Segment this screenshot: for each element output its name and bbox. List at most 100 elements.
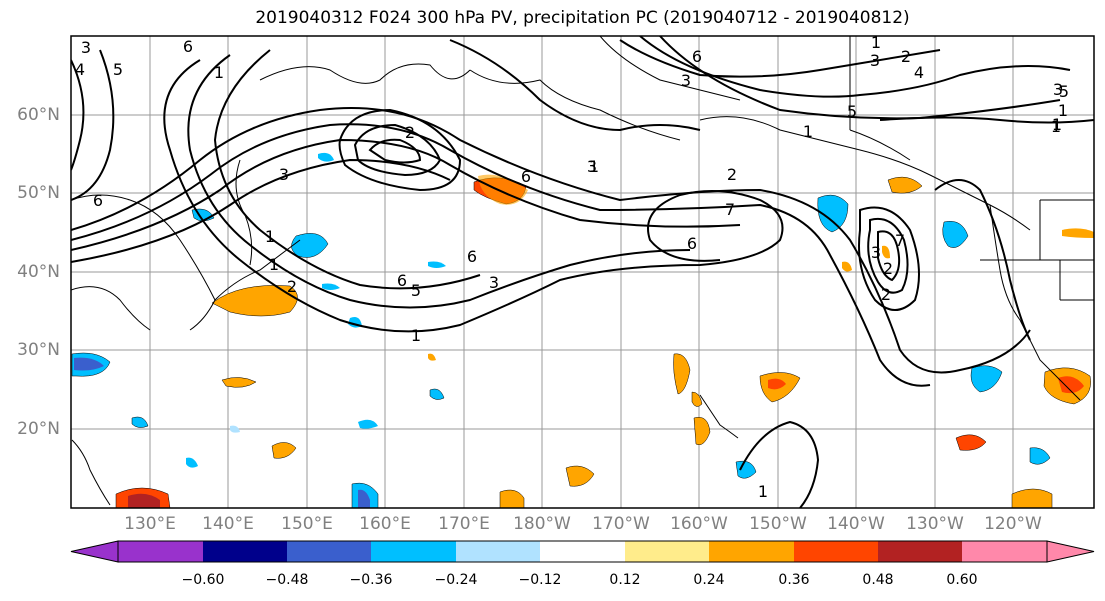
contour-label: 1 [871, 33, 881, 52]
lon-label: 140°W [827, 514, 885, 534]
precip-positive [499, 489, 525, 508]
precip-positive [693, 417, 711, 445]
lon-label: 180°W [513, 514, 571, 534]
precip-negative [817, 194, 849, 233]
graticule [71, 36, 1094, 508]
lon-label: 150°E [281, 514, 333, 534]
contour-label: 2 [287, 277, 297, 296]
colorbar-segment [878, 541, 962, 562]
contour-label: 2 [405, 123, 415, 142]
colorbar-segment [794, 541, 878, 562]
colorbar-tick-label: 0.48 [862, 572, 894, 588]
precip-negative [74, 357, 104, 371]
lon-label: 160°E [359, 514, 411, 534]
colorbar-segment [118, 541, 203, 562]
lat-label: 20°N [17, 419, 60, 439]
contour-label: 3 [587, 157, 597, 176]
map-frame [70, 35, 1095, 509]
colorbar-segment [203, 541, 287, 562]
contour-label: 1 [758, 482, 768, 501]
contour-label: 5 [1059, 82, 1069, 101]
precip-positive [673, 353, 691, 395]
contour-label: 3 [279, 165, 289, 184]
precip-positive [882, 245, 890, 259]
contour-label: 3 [870, 51, 880, 70]
contour-label: 5 [113, 60, 123, 79]
precip-positive [428, 353, 436, 361]
contour-label: 3 [871, 243, 881, 262]
contour-label: 5 [847, 102, 857, 121]
colorbar-segment [962, 541, 1047, 562]
contour-label: 6 [183, 37, 193, 56]
precip-negative [428, 261, 446, 268]
lon-label: 130°W [906, 514, 964, 534]
precip-negative [358, 489, 370, 508]
colorbar-tick-label: −0.48 [265, 572, 309, 588]
precip-positive [271, 442, 297, 459]
colorbar-segment [540, 541, 625, 562]
contour-label: 7 [895, 231, 905, 250]
colorbar-tick-label: −0.36 [349, 572, 393, 588]
precip-positive [1058, 376, 1084, 394]
lon-label: 130°E [124, 514, 176, 534]
precip-positive [1011, 488, 1053, 508]
lon-label: 170°W [592, 514, 650, 534]
contour-label: 5 [411, 281, 421, 300]
precip-positive [842, 261, 852, 272]
precip-positive [768, 378, 786, 390]
contour-label: 4 [914, 63, 924, 82]
contour-label: 2 [901, 47, 911, 66]
colorbar-segment [287, 541, 371, 562]
contour-label: 1 [214, 63, 224, 82]
precip-negative [131, 416, 149, 428]
contour-label: 6 [687, 234, 697, 253]
colorbar-tick-label: −0.12 [518, 572, 562, 588]
colorbar-segment [371, 541, 456, 562]
colorbar-segment [625, 541, 709, 562]
contour-label-group: 5 4 3 1 6 6 2 1 7 6 1 2 1 3 1 6 5 3 6 1 … [75, 33, 1069, 501]
coastlines [71, 36, 1094, 506]
colorbar-tick-label: −0.24 [434, 572, 478, 588]
precip-negative [1029, 447, 1051, 465]
lon-label: 170°E [438, 514, 490, 534]
pv-contours [71, 36, 1094, 508]
precip-positive [128, 493, 160, 508]
precip-negative [358, 419, 378, 429]
contour-label: 6 [521, 167, 531, 186]
precip-positive [211, 285, 298, 317]
contour-label: 2 [881, 285, 891, 304]
contour-label: 4 [75, 60, 85, 79]
contour-label: 7 [725, 200, 735, 219]
precip-negative [970, 365, 1003, 393]
precip-negative [942, 221, 969, 248]
lon-label: 120°W [984, 514, 1042, 534]
colorbar-extend-high [1046, 540, 1095, 563]
lat-label: 30°N [17, 340, 60, 360]
map-title: 2019040312 F024 300 hPa PV, precipitatio… [255, 8, 910, 28]
colorbar [70, 540, 1095, 563]
colorbar-segment [456, 541, 540, 562]
colorbar-outline [117, 540, 1048, 563]
precip-negative [230, 425, 240, 433]
colorbar-tick-label: 0.36 [778, 572, 810, 588]
lon-label: 140°E [202, 514, 254, 534]
precip-negative [429, 388, 445, 400]
precip-negative [291, 233, 329, 258]
precip-positive [691, 391, 703, 407]
contour-label: 3 [489, 273, 499, 292]
lon-label: 160°W [670, 514, 728, 534]
lat-label: 50°N [17, 183, 60, 203]
precip-positive [887, 176, 923, 194]
contour-label: 3 [81, 38, 91, 57]
colorbar-tick-label: −0.60 [181, 572, 225, 588]
precip-negative [735, 460, 757, 479]
precip-negative [322, 283, 340, 290]
lat-label: 60°N [17, 105, 60, 125]
contour-label: 1 [1051, 117, 1061, 136]
contour-label: 6 [93, 191, 103, 210]
precip-positive [221, 377, 257, 388]
contour-label: 6 [692, 47, 702, 66]
contour-label: 6 [467, 247, 477, 266]
contour-label: 6 [397, 271, 407, 290]
